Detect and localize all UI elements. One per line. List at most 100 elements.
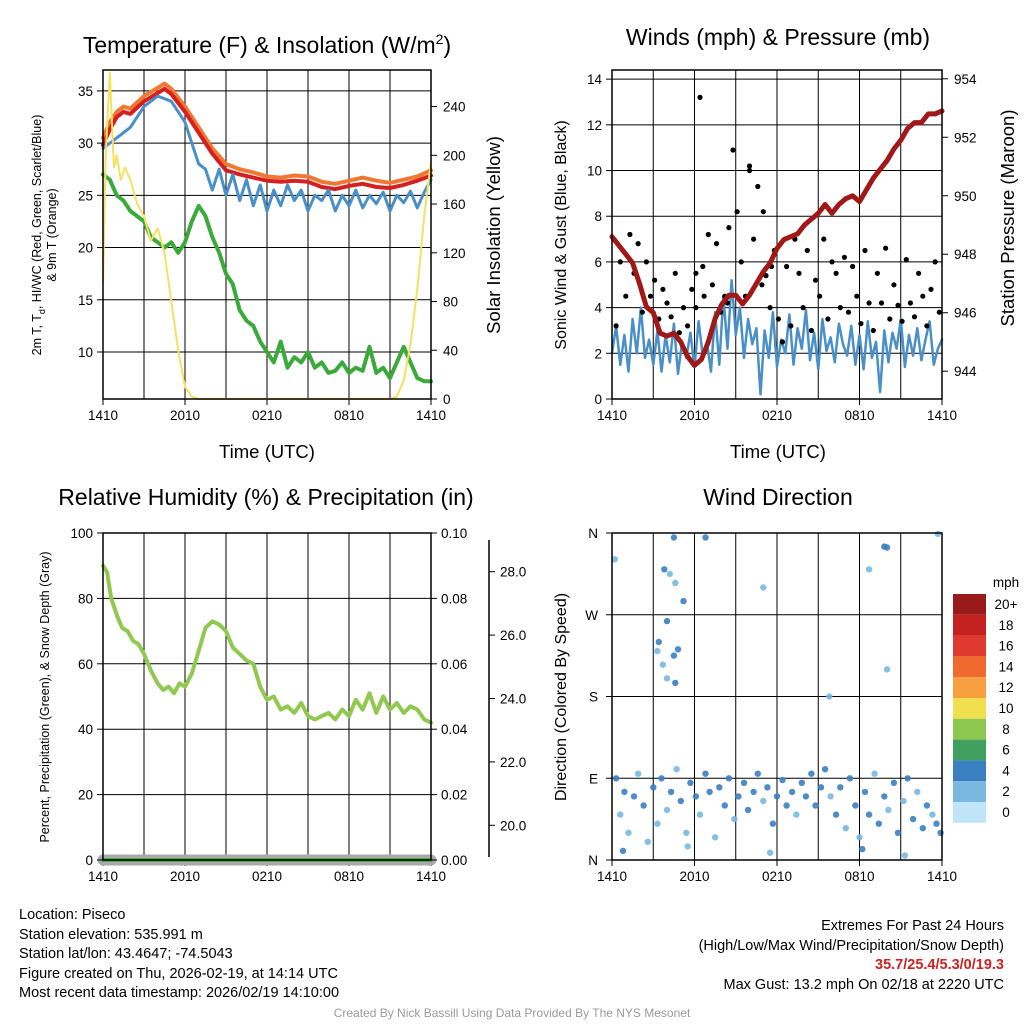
winds-gust-point [693,305,699,311]
winds-series-pressure [609,108,945,368]
extremes-subtitle: (High/Low/Max Wind/Precipitation/Snow De… [698,937,1004,954]
wdir-point [773,793,781,800]
colorbar-label: 2 [1002,784,1010,799]
winds-gust-point [647,293,654,299]
wdir-point [856,834,863,841]
wdir-point [617,811,624,818]
temp-series-2m-t [101,86,433,192]
winds-gust-point [920,293,926,299]
winds-gust-point [907,300,914,306]
colorbar-swatch [953,802,986,823]
winds-gust-point [617,259,623,265]
winds-gust-point [639,309,645,315]
winds-series-sonic-wind [610,278,944,396]
temp-grid: 1410 2010 0210 0810 1410 [88,70,446,423]
wdir-point [677,797,684,805]
temp-y2tick-label: 120 [443,246,466,261]
wdir-point [619,847,627,855]
wdir-point [890,779,898,786]
wdir-point [684,843,691,850]
winds-y2tick-label: 954 [954,72,977,87]
colorbar-swatch [953,614,986,636]
wdir-point [798,779,805,786]
winds-gust-point [623,293,629,299]
colorbar-label: 16 [998,639,1013,654]
colorbar-swatch [953,594,986,615]
wdir-point [861,788,869,796]
recent-data-timestamp: Most recent data timestamp: 2026/02/19 1… [19,985,340,1002]
winds-gust-point [701,293,707,299]
wdir-point [934,530,942,538]
wdir-xtick-label: 0810 [844,869,874,884]
wdir-point [871,770,878,777]
rh-xtick-label: 1410 [88,869,118,884]
temp-xaxis-label: Time (UTC) [219,441,315,462]
temp-title-superscript: 2 [436,31,444,47]
winds-gust-point [911,314,918,320]
temp-xtick-label: 2010 [170,408,200,423]
wdir-point [696,811,704,818]
wdir-point [654,820,661,827]
wdir-point [881,793,888,800]
wdir-ytick-label: S [589,690,598,705]
wdir-point [634,770,642,777]
colorbar-swatch [953,698,986,719]
wdir-point [673,766,680,773]
winds-gust-point [808,327,815,334]
winds-gust-point [858,321,864,327]
wdir-point [702,534,709,541]
temp-xtick-label: 1410 [88,408,118,423]
colorbar-label: 14 [998,659,1014,674]
colorbar-swatch [953,656,986,678]
wdir-point [672,579,679,587]
winds-gust-point [936,309,942,315]
wdir-point [832,811,840,818]
winds-gust-point [850,263,856,270]
rh-y2tick-label: 0.00 [441,853,467,868]
wdir-xtick-label: 2010 [679,869,709,884]
wdir-point [663,617,671,625]
rh-y3tick-label: 20.0 [500,818,526,833]
winds-gust-point [746,167,753,174]
speed-colorbar: mph 20+ 18 16 14 12 10 8 6 4 2 0 [953,575,1019,823]
rh-ytick-label: 20 [78,788,93,803]
wdir-point [894,829,902,836]
winds-gust-point [713,241,720,247]
colorbar-swatch [953,677,986,698]
wdir-point [644,838,651,845]
wdir-point [808,770,815,777]
winds-y2tick-label: 950 [954,189,977,204]
wdir-point [661,566,668,573]
winds-gust-point [866,300,872,306]
winds-gust-point [841,254,848,260]
temp-ylabel-part: , HI/WC (Red, Green, Scarlet/Blue) [30,115,44,310]
colorbar-swatch [953,781,986,802]
winds-gust-point [817,293,823,299]
wdir-point [731,815,738,823]
colorbar-swatch [953,760,986,782]
winds-xtick-label: 0210 [762,408,792,423]
wdir-point [837,784,844,791]
rh-y3tick-label: 28.0 [500,565,526,580]
winds-gust-point [664,300,670,306]
temp-ytick-label: 20 [78,241,93,256]
temp-yaxis-label-line2: & 9m T (Orange) [45,188,59,281]
wdir-point [744,806,752,814]
wdir-ytick-label: N [588,853,598,868]
winds-gust-point [672,270,678,276]
wdir-point [670,652,678,659]
rh-xtick-label: 0210 [252,869,282,884]
colorbar-swatch [953,739,986,761]
winds-gust-point [685,323,691,329]
winds-gust-point [775,316,782,322]
wdir-point [754,770,761,777]
winds-gust-point [643,259,650,265]
colorbar-label: 18 [998,618,1013,633]
rh-ytick-label: 80 [78,591,93,606]
winds-gust-point [767,305,773,311]
wdir-point [846,775,854,782]
wdir-point [812,802,819,809]
wdir-point [672,679,679,687]
temp-y2tick-label: 0 [443,392,451,407]
